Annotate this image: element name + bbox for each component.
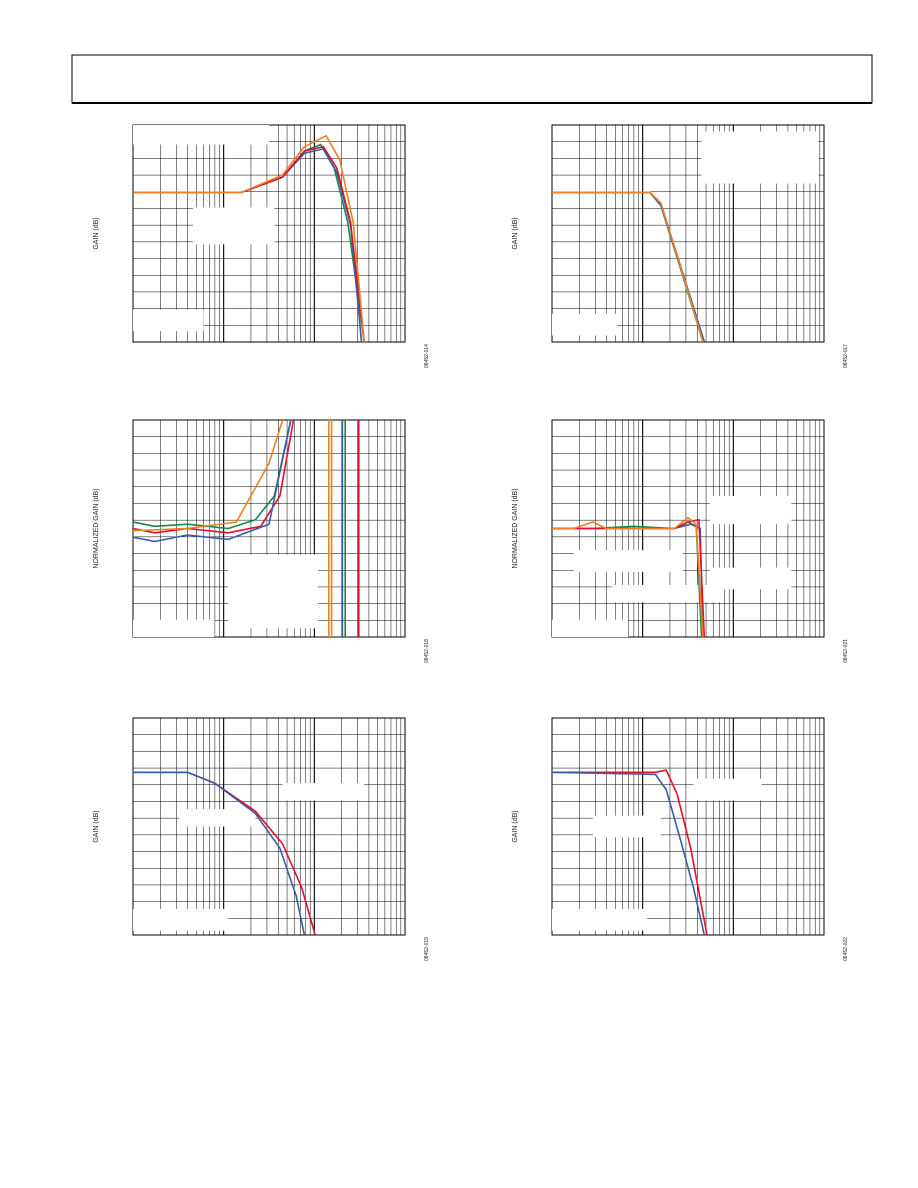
figure-code: 08452-022 [843, 937, 849, 961]
label-box [133, 309, 204, 332]
label-box [709, 495, 792, 525]
label-box [228, 554, 318, 629]
header-box [71, 54, 873, 104]
curve [552, 769, 708, 935]
label-box [709, 567, 792, 590]
label-box [192, 207, 275, 245]
label-box [133, 125, 269, 145]
curve [133, 420, 292, 543]
figure-code: 08452-014 [424, 344, 430, 368]
label-box [133, 619, 215, 637]
y-axis-label: GAIN (dB) [512, 217, 519, 249]
figure: GAIN (dB) 08452-017 [512, 124, 849, 368]
figure: GAIN (dB) 08452-014 [93, 124, 430, 368]
label-box [133, 908, 229, 931]
figure-code: 08452-018 [424, 639, 430, 663]
figure: NORMALIZED GAIN (dB) 08452-018 [93, 419, 430, 663]
label-box [282, 783, 365, 801]
label-box [179, 809, 256, 827]
label-box [573, 550, 683, 572]
figure-code: 08452-019 [424, 937, 430, 961]
label-box [611, 584, 721, 603]
label-box [693, 778, 762, 801]
figure-code: 08452-021 [843, 639, 849, 663]
label-box [701, 131, 819, 184]
curve [133, 771, 306, 935]
figure: GAIN (dB) 08452-019 [93, 717, 430, 961]
label-box [552, 908, 648, 931]
y-axis-label: NORMALIZED GAIN (dB) [512, 488, 519, 568]
label-box [592, 815, 661, 838]
figure-code: 08452-017 [843, 344, 849, 368]
curve [552, 519, 706, 637]
y-axis-label: GAIN (dB) [93, 217, 100, 249]
curve [133, 135, 365, 342]
y-axis-label: GAIN (dB) [93, 810, 100, 842]
label-box [552, 619, 629, 637]
curve [133, 420, 284, 532]
plot-frame [132, 717, 406, 936]
plot-frame [551, 717, 825, 936]
figure: GAIN (dB) 08452-022 [512, 717, 849, 961]
label-box [552, 313, 618, 336]
curve [552, 771, 706, 935]
y-axis-label: GAIN (dB) [512, 810, 519, 842]
plot-frame [551, 124, 825, 343]
curve [552, 191, 704, 342]
y-axis-label: NORMALIZED GAIN (dB) [93, 488, 100, 568]
curve [552, 516, 704, 637]
figure: NORMALIZED GAIN (dB) 08452-021 [512, 419, 849, 663]
curve [133, 420, 295, 534]
